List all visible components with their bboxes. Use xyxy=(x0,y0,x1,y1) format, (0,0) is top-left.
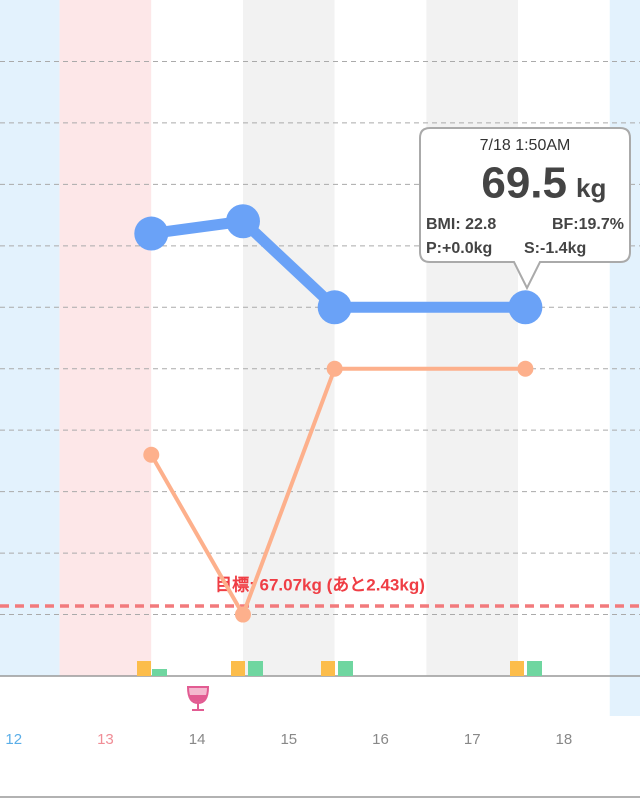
point xyxy=(517,360,534,377)
future-band xyxy=(609,0,640,716)
tooltip-bf: BF:19.7% xyxy=(552,216,624,233)
point xyxy=(143,446,160,463)
day-band xyxy=(59,0,152,676)
tooltip-weight: 69.5 xyxy=(481,159,567,208)
x-tick-label: 17 xyxy=(464,731,481,748)
day-band xyxy=(151,0,243,676)
series-line xyxy=(150,215,526,313)
x-tick-label: 18 xyxy=(556,731,573,748)
wine-icon xyxy=(186,686,210,711)
day-band xyxy=(242,0,335,676)
x-tick-label: 14 xyxy=(189,731,206,748)
x-tick-label: 16 xyxy=(372,731,389,748)
tooltip: 7/18 1:50AM 69.5 kg BMI: 22.8 BF:19.7% P… xyxy=(419,127,631,291)
tooltip-unit: kg xyxy=(576,173,606,203)
point xyxy=(225,204,260,239)
point xyxy=(134,216,169,251)
point xyxy=(326,360,343,377)
point xyxy=(317,290,352,325)
x-tick-label: 13 xyxy=(97,731,114,748)
series-line xyxy=(149,366,526,617)
point xyxy=(508,290,543,325)
day-bands xyxy=(0,0,640,716)
x-tick-label: 15 xyxy=(280,731,297,748)
tooltip-p: P:+0.0kg xyxy=(426,240,492,257)
event-markers xyxy=(137,661,542,676)
goal-label: 目標: 67.07kg (あと2.43kg) xyxy=(215,574,425,594)
tooltip-bmi: BMI: 22.8 xyxy=(426,216,496,233)
day-band xyxy=(334,0,427,676)
day-band xyxy=(426,0,519,676)
point xyxy=(234,606,251,623)
day-band xyxy=(518,0,610,676)
plot: 目標: 67.07kg (あと2.43kg) xyxy=(0,204,640,623)
tooltip-s: S:-1.4kg xyxy=(524,240,586,257)
tooltip-date: 7/18 1:50AM xyxy=(480,137,571,154)
day-band xyxy=(0,0,60,676)
x-tick-label: 12 xyxy=(5,731,22,748)
